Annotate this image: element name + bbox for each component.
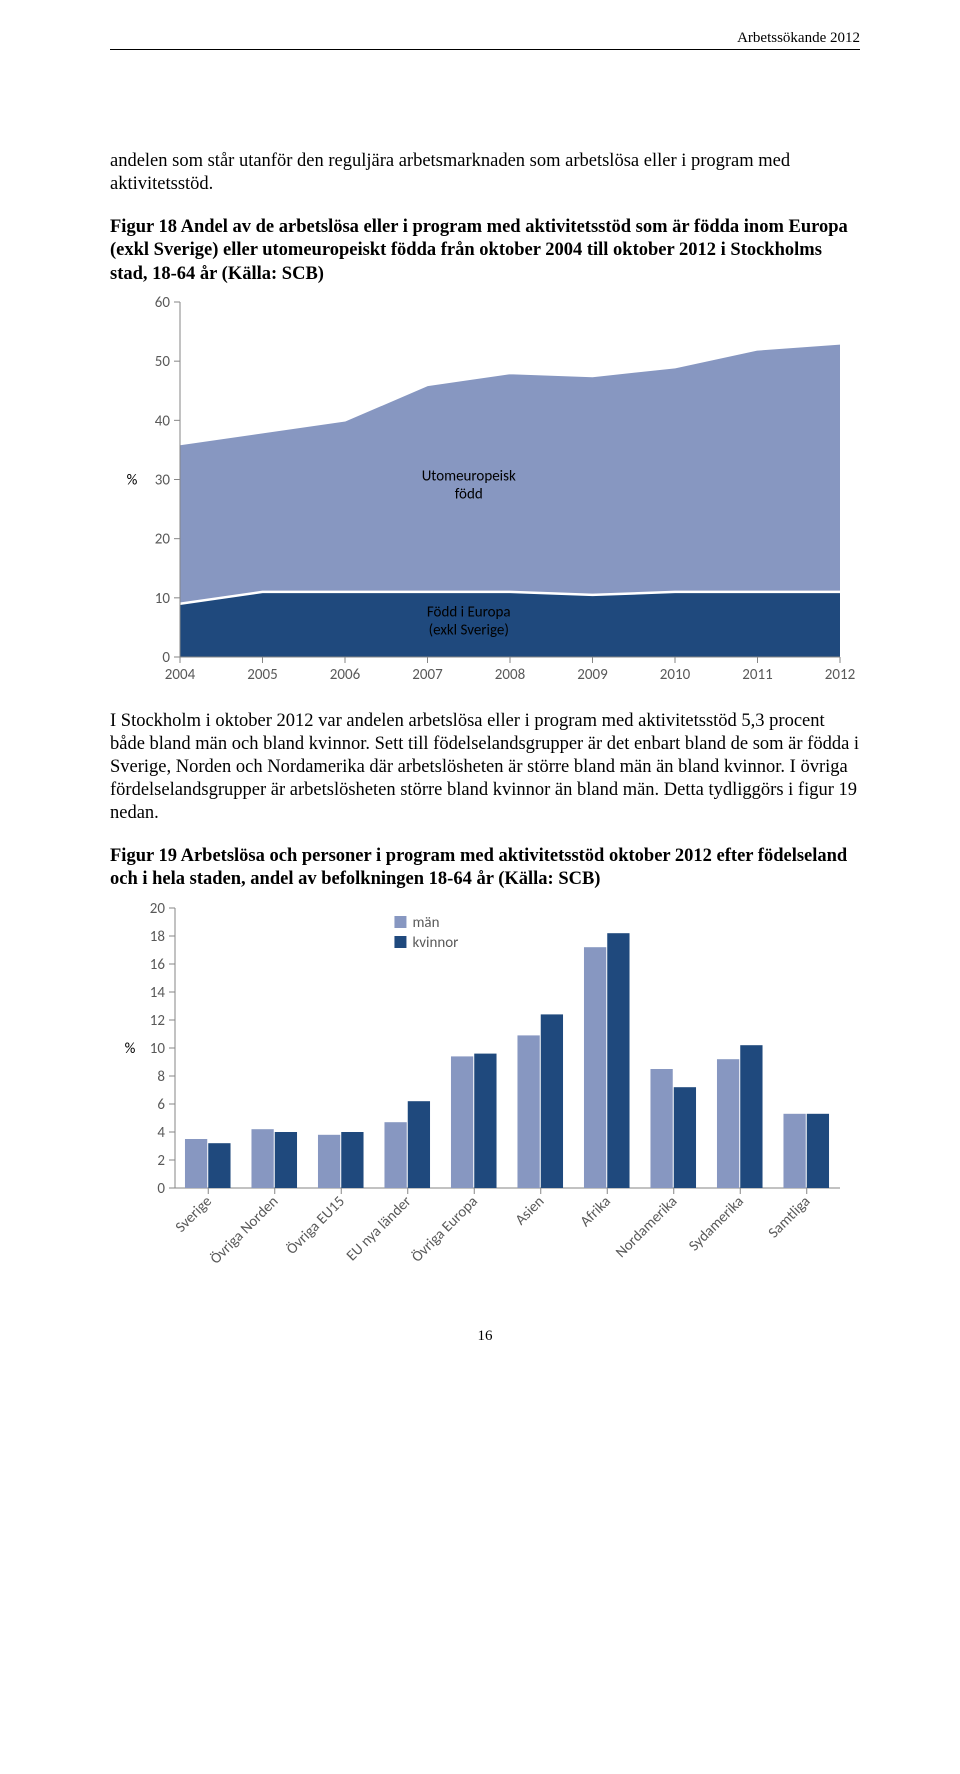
svg-text:20: 20 xyxy=(150,900,166,918)
svg-text:Övriga Europa: Övriga Europa xyxy=(408,1192,481,1265)
svg-text:60: 60 xyxy=(155,294,171,312)
svg-text:30: 30 xyxy=(155,471,171,489)
svg-text:EU nya länder: EU nya länder xyxy=(343,1192,415,1264)
svg-text:50: 50 xyxy=(155,353,171,371)
svg-text:6: 6 xyxy=(157,1096,165,1114)
svg-text:(exkl Sverige): (exkl Sverige) xyxy=(429,621,509,639)
fig19-bar-chart: 02468101214161820%SverigeÖvriga NordenÖv… xyxy=(110,898,860,1298)
svg-text:18: 18 xyxy=(150,928,165,946)
svg-text:Övriga Norden: Övriga Norden xyxy=(207,1192,282,1267)
svg-text:40: 40 xyxy=(155,412,171,430)
svg-text:%: % xyxy=(127,471,138,489)
fig18-area-chart: 0 10 20 30 40 50 60% 2004 2005 2006 2007 2008 2009 20… xyxy=(110,292,860,692)
header-rule xyxy=(110,49,860,50)
svg-text:10: 10 xyxy=(150,1040,166,1058)
svg-text:Asien: Asien xyxy=(512,1192,548,1228)
svg-text:Sydamerika: Sydamerika xyxy=(685,1192,747,1254)
svg-text:%: % xyxy=(125,1040,136,1058)
svg-text:Utomeuropeisk: Utomeuropeisk xyxy=(422,467,516,485)
svg-text:2012: 2012 xyxy=(825,666,855,684)
svg-text:16: 16 xyxy=(150,956,166,974)
svg-text:0: 0 xyxy=(157,1180,165,1198)
svg-text:0: 0 xyxy=(162,649,170,667)
fig19-chart: 02468101214161820%SverigeÖvriga NordenÖv… xyxy=(110,898,860,1298)
page-number: 16 xyxy=(110,1328,860,1345)
svg-text:född: född xyxy=(455,485,483,503)
svg-text:2011: 2011 xyxy=(742,666,772,684)
svg-text:2006: 2006 xyxy=(330,666,361,684)
svg-text:14: 14 xyxy=(150,984,166,1002)
svg-text:Sverige: Sverige xyxy=(172,1192,216,1236)
svg-text:kvinnor: kvinnor xyxy=(412,934,458,952)
svg-text:Född i Europa: Född i Europa xyxy=(427,603,511,621)
running-header: Arbetssökande 2012 xyxy=(110,30,860,47)
svg-text:Nordamerika: Nordamerika xyxy=(612,1192,681,1261)
svg-text:Samtliga: Samtliga xyxy=(765,1192,814,1241)
fig18-title: Figur 18 Andel av de arbetslösa eller i … xyxy=(110,216,860,285)
svg-text:8: 8 xyxy=(157,1068,165,1086)
mid-paragraph: I Stockholm i oktober 2012 var andelen a… xyxy=(110,710,860,826)
svg-text:män: män xyxy=(412,914,439,932)
svg-text:Övriga EU15: Övriga EU15 xyxy=(283,1192,349,1258)
svg-text:4: 4 xyxy=(157,1124,165,1142)
fig18-chart: 0 10 20 30 40 50 60% 2004 2005 2006 2007 2008 2009 20… xyxy=(110,292,860,692)
svg-text:2005: 2005 xyxy=(247,666,277,684)
svg-text:20: 20 xyxy=(155,530,171,548)
svg-text:2009: 2009 xyxy=(577,666,608,684)
svg-text:2008: 2008 xyxy=(495,666,525,684)
svg-text:12: 12 xyxy=(150,1012,165,1030)
svg-text:2007: 2007 xyxy=(412,666,443,684)
svg-text:2: 2 xyxy=(157,1152,165,1170)
svg-text:10: 10 xyxy=(155,589,171,607)
intro-paragraph: andelen som står utanför den reguljära a… xyxy=(110,150,860,196)
svg-text:2010: 2010 xyxy=(660,666,691,684)
svg-text:2004: 2004 xyxy=(165,666,196,684)
svg-text:Afrika: Afrika xyxy=(577,1192,615,1230)
fig19-title: Figur 19 Arbetslösa och personer i progr… xyxy=(110,845,860,891)
